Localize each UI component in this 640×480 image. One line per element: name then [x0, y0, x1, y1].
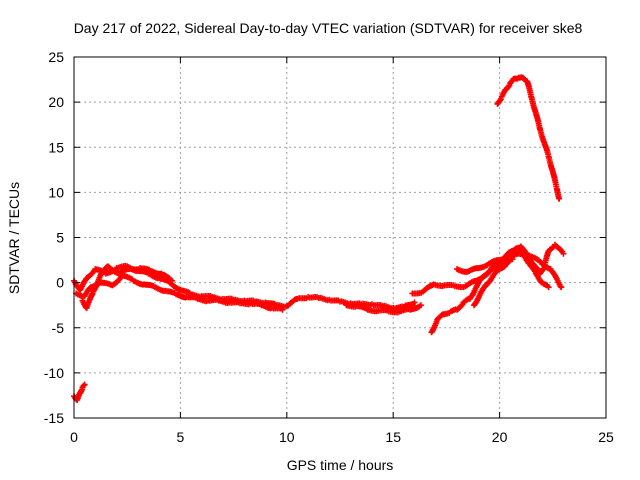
data-point — [556, 195, 563, 202]
x-tick-label: 0 — [70, 429, 78, 445]
x-tick-label: 20 — [492, 429, 508, 445]
y-tick-label: -10 — [44, 365, 64, 381]
y-tick-label: 25 — [48, 49, 64, 65]
data-point — [545, 284, 552, 291]
points-layer — [71, 74, 567, 403]
data-point — [505, 83, 512, 90]
x-tick-label: 10 — [279, 429, 295, 445]
grid-layer — [74, 57, 606, 418]
data-point — [279, 306, 286, 313]
y-tick-label: -15 — [44, 410, 64, 426]
data-point — [417, 302, 424, 309]
data-point — [168, 277, 175, 284]
x-tick-label: 25 — [598, 429, 614, 445]
data-point — [560, 250, 567, 257]
y-tick-label: -5 — [52, 320, 65, 336]
chart-title: Day 217 of 2022, Sidereal Day-to-day VTE… — [74, 20, 583, 36]
ticks-layer: 0 5 10 15 20 25 -15 -10 -5 0 5 10 15 20 25 — [44, 49, 614, 445]
y-axis-label: SDTVAR / TECUs — [6, 182, 22, 294]
y-tick-label: 20 — [48, 94, 64, 110]
x-axis-label: GPS time / hours — [287, 457, 394, 473]
y-tick-label: 5 — [56, 230, 64, 246]
y-tick-label: 15 — [48, 139, 64, 155]
data-point — [80, 382, 87, 389]
x-tick-label: 15 — [385, 429, 401, 445]
data-point — [411, 299, 418, 306]
data-point — [558, 284, 565, 291]
y-tick-label: 0 — [56, 275, 64, 291]
data-point — [81, 381, 88, 388]
data-point — [509, 256, 516, 263]
y-tick-label: 10 — [48, 184, 64, 200]
x-tick-label: 5 — [177, 429, 185, 445]
